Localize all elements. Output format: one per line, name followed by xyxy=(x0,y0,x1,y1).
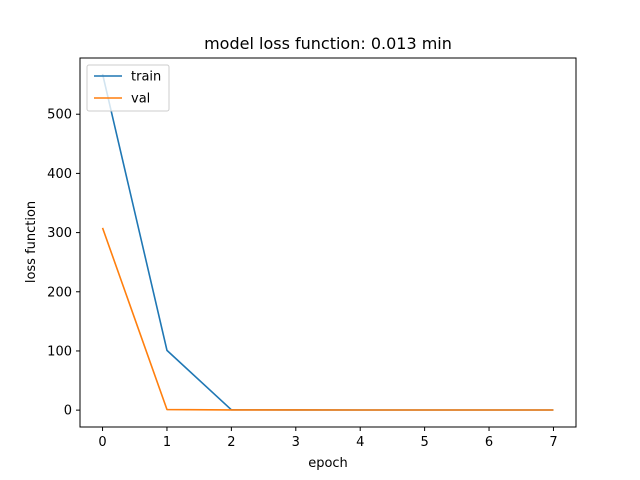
x-tick-label: 0 xyxy=(98,435,106,450)
y-axis-ticks: 0 100 200 300 400 500 xyxy=(47,108,80,419)
y-tick-label: 500 xyxy=(47,108,72,123)
legend-label-train: train xyxy=(131,70,161,85)
y-tick-label: 200 xyxy=(47,285,72,300)
x-tick-label: 6 xyxy=(485,435,493,450)
x-axis-label: epoch xyxy=(308,456,348,471)
series-layer xyxy=(101,73,554,411)
x-axis-ticks: 0 1 2 3 4 5 6 7 xyxy=(98,427,558,450)
series-line-val xyxy=(101,227,554,411)
x-tick-label: 1 xyxy=(163,435,171,450)
x-tick-label: 4 xyxy=(356,435,364,450)
legend-label-val: val xyxy=(131,92,150,107)
y-tick-label: 0 xyxy=(64,404,72,419)
plot-frame xyxy=(79,57,577,428)
x-tick-label: 5 xyxy=(420,435,428,450)
legend: train val xyxy=(86,64,170,112)
chart-title: model loss function: 0.013 min xyxy=(204,34,452,53)
y-axis-label: loss function xyxy=(24,201,39,283)
x-tick-label: 3 xyxy=(292,435,300,450)
y-tick-label: 400 xyxy=(47,167,72,182)
x-tick-label: 7 xyxy=(549,435,557,450)
x-tick-label: 2 xyxy=(227,435,235,450)
y-tick-label: 100 xyxy=(47,344,72,359)
y-tick-label: 300 xyxy=(47,226,72,241)
series-line-train xyxy=(101,73,554,411)
